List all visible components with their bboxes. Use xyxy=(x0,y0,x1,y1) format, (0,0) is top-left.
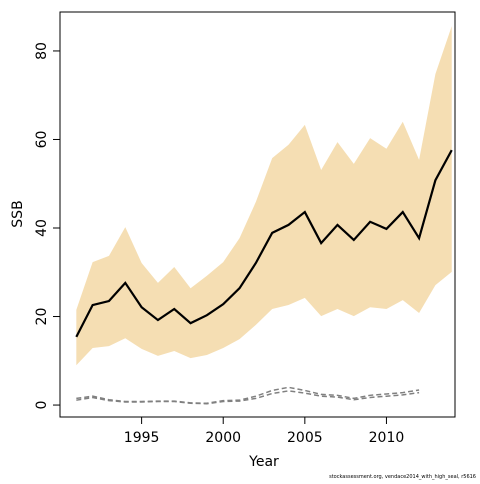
y-tick-label: 60 xyxy=(34,131,50,149)
y-axis-label: SSB xyxy=(10,200,26,227)
plot-frame xyxy=(59,11,456,418)
y-tick-label: 0 xyxy=(34,401,50,410)
caption: stockassessment.org, vendace2014_with_hi… xyxy=(329,474,476,480)
x-axis-label: Year xyxy=(248,454,279,470)
x-tick-label: 2010 xyxy=(369,430,405,446)
confidence-band xyxy=(76,26,452,366)
x-tick-label: 2005 xyxy=(287,430,323,446)
dashed-line xyxy=(76,386,420,405)
dashed-line xyxy=(76,390,420,405)
ssb-line xyxy=(75,149,453,338)
x-tick-label: 1995 xyxy=(124,430,160,446)
y-tick-label: 80 xyxy=(34,42,50,60)
y-tick-label: 40 xyxy=(34,219,50,237)
y-tick-label: 20 xyxy=(34,308,50,326)
x-tick-label: 2000 xyxy=(205,430,241,446)
